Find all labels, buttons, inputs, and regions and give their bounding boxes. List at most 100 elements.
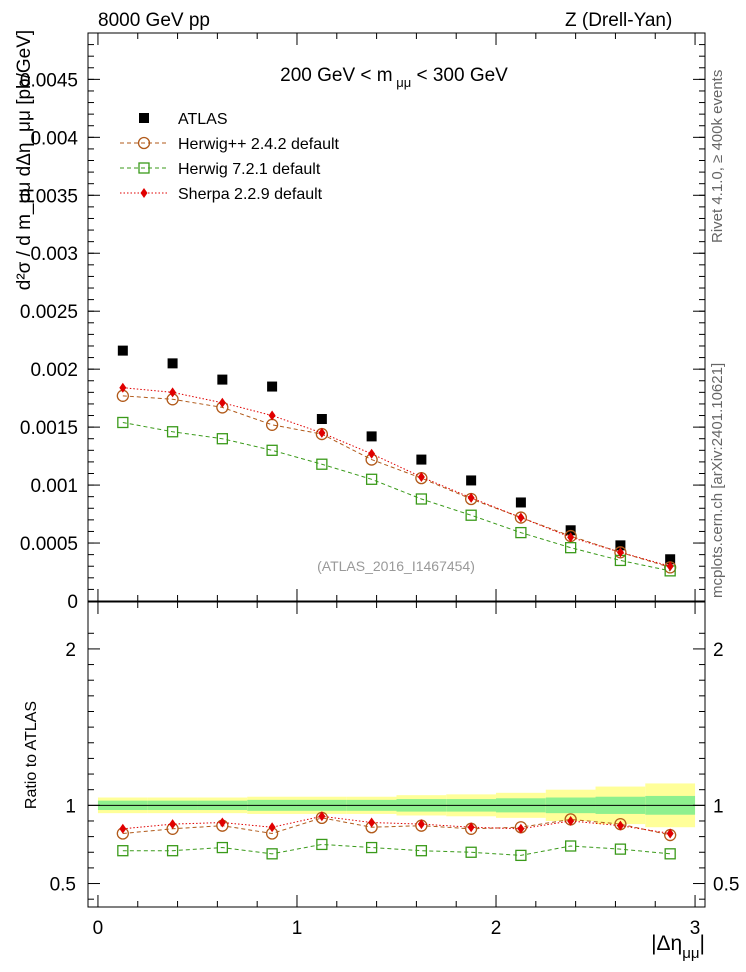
x-axis-label: |Δημμ|	[651, 932, 705, 962]
x-tick-label: 2	[491, 918, 502, 939]
ratio-line	[122, 817, 671, 836]
ratio-point	[517, 823, 525, 834]
legend-label: Herwig 7.2.1 default	[178, 161, 321, 178]
ratio-tick-label: 2	[65, 640, 76, 661]
ratio-point	[515, 849, 527, 862]
data-point	[465, 509, 477, 521]
data-point	[265, 418, 279, 431]
header-process: Z (Drell-Yan)	[565, 10, 673, 31]
ratio-line	[122, 815, 671, 834]
data-point	[316, 458, 328, 470]
data-point	[417, 471, 425, 482]
top-panel-frame	[87, 32, 706, 602]
data-point	[166, 426, 179, 438]
ratio-point	[318, 811, 326, 822]
ratio-point	[465, 846, 477, 858]
legend-marker	[139, 113, 149, 123]
series-line	[122, 395, 671, 568]
ratio-tick-label-right: 0.5	[713, 875, 739, 896]
y-tick-label: 0.0035	[20, 186, 78, 207]
ratio-point	[616, 820, 624, 831]
legend-label: ATLAS	[178, 111, 228, 128]
ratio-point	[268, 822, 276, 833]
data-point	[565, 542, 577, 554]
chart-title: 200 GeV < m μμ < 300 GeV	[280, 65, 508, 90]
ratio-point	[216, 841, 228, 854]
data-point	[368, 448, 376, 459]
data-point	[318, 427, 326, 438]
ratio-point	[567, 815, 575, 826]
data-point	[218, 397, 226, 408]
y-tick-label: 0.001	[30, 476, 78, 497]
ratio-point	[365, 841, 378, 854]
series-line	[122, 387, 671, 567]
ratio-tick-label: 0.5	[50, 875, 76, 896]
legend-label: Sherpa 2.2.9 default	[178, 186, 323, 203]
data-point	[366, 431, 377, 442]
data-point	[466, 475, 477, 486]
ratio-point	[417, 819, 425, 830]
ratio-axis-label: Ratio to ATLAS	[23, 701, 40, 809]
legend-marker	[140, 188, 148, 198]
ratio-tick-label-right: 1	[713, 796, 724, 817]
data-point	[616, 547, 624, 558]
ratio-point	[664, 848, 676, 860]
data-point	[365, 473, 378, 485]
ratio-point	[565, 840, 577, 852]
ratio-point	[166, 845, 179, 857]
data-point	[117, 416, 129, 429]
data-point	[614, 546, 627, 559]
ratio-panel-frame	[87, 601, 706, 908]
data-point	[266, 444, 278, 456]
legend-marker	[137, 136, 151, 150]
data-point	[217, 374, 228, 385]
y-tick-label: 0.002	[30, 360, 78, 381]
ratio-point	[266, 848, 278, 860]
y-tick-label: 0.004	[30, 128, 78, 149]
y-tick-label: 0.0015	[20, 418, 78, 439]
y-axis-label: d²σ / d m_μμ dΔη_μμ [pb/GeV]	[14, 30, 35, 290]
ratio-tick-label: 1	[65, 796, 76, 817]
ratio-point	[119, 823, 127, 834]
ratio-point	[467, 822, 475, 833]
data-point	[216, 433, 228, 445]
ratio-point	[316, 838, 328, 851]
data-point	[267, 381, 278, 392]
data-point	[268, 410, 276, 421]
data-point	[666, 561, 674, 572]
data-point	[615, 540, 626, 551]
legend-marker	[138, 162, 150, 174]
data-point	[416, 454, 427, 465]
y-tick-label: 0.0045	[20, 70, 78, 91]
x-tick-label: 3	[690, 918, 701, 939]
data-point	[665, 554, 676, 565]
data-point	[415, 493, 428, 505]
data-point	[517, 512, 525, 523]
ratio-line	[122, 843, 671, 856]
data-point	[514, 511, 528, 524]
ratio-point	[117, 845, 129, 857]
data-point	[515, 497, 526, 508]
analysis-watermark: (ATLAS_2016_I1467454)	[317, 558, 475, 574]
x-tick-label: 1	[292, 918, 303, 939]
ratio-point	[666, 828, 674, 839]
series-line	[122, 421, 671, 572]
header-energy: 8000 GeV pp	[98, 10, 210, 31]
data-point	[167, 358, 178, 369]
ratio-point	[169, 819, 177, 830]
data-point	[119, 382, 127, 393]
data-point	[169, 387, 177, 398]
data-point	[316, 414, 327, 425]
data-point	[515, 526, 527, 539]
ratio-point	[368, 817, 376, 828]
ratio-point	[415, 845, 428, 857]
ratio-tick-label-right: 2	[713, 640, 724, 661]
y-tick-label: 0.0025	[20, 302, 78, 323]
data-point	[117, 345, 128, 356]
ratio-point	[614, 843, 627, 855]
y-tick-label: 0	[67, 592, 78, 613]
x-tick-label: 0	[93, 918, 104, 939]
data-point	[567, 532, 575, 543]
